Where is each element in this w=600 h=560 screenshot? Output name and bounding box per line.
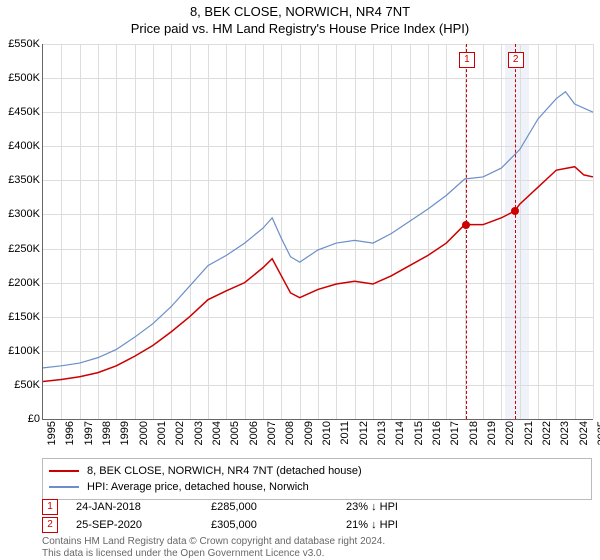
xtick-label: 1998: [101, 421, 113, 445]
marker-box: 1: [459, 52, 475, 68]
table-cell-price: £285,000: [211, 501, 346, 513]
table-marker: 1: [42, 499, 58, 515]
xtick-label: 2009: [303, 421, 315, 445]
xtick-label: 2003: [193, 421, 205, 445]
xtick-label: 1999: [119, 421, 131, 445]
xtick-label: 2016: [431, 421, 443, 445]
xtick-label: 2020: [504, 421, 516, 445]
legend: 8, BEK CLOSE, NORWICH, NR4 7NT (detached…: [42, 458, 592, 500]
xtick-label: 1997: [83, 421, 95, 445]
ytick-label: £50K: [2, 379, 40, 391]
legend-row: HPI: Average price, detached house, Norw…: [49, 479, 585, 495]
xtick-label: 2005: [229, 421, 241, 445]
footer: Contains HM Land Registry data © Crown c…: [42, 536, 385, 560]
table-cell-price: £305,000: [211, 519, 346, 531]
ytick-label: £450K: [2, 106, 40, 118]
xtick-label: 2004: [211, 421, 223, 445]
xtick-label: 2022: [541, 421, 553, 445]
xtick-label: 2008: [284, 421, 296, 445]
table-cell-pct: 23% ↓ HPI: [346, 501, 481, 513]
xtick-label: 2001: [156, 421, 168, 445]
xtick-label: 2021: [523, 421, 535, 445]
xtick-label: 2015: [413, 421, 425, 445]
title-sub: Price paid vs. HM Land Registry's House …: [0, 21, 600, 36]
chart-container: 8, BEK CLOSE, NORWICH, NR4 7NT Price pai…: [0, 0, 600, 560]
table-row: 1 24-JAN-2018£285,00023% ↓ HPI: [42, 498, 592, 516]
table-cell-date: 24-JAN-2018: [76, 501, 211, 513]
marker-dot: [511, 207, 519, 215]
xtick-label: 2007: [266, 421, 278, 445]
xtick-label: 2006: [248, 421, 260, 445]
legend-label: HPI: Average price, detached house, Norw…: [87, 481, 309, 493]
xtick-label: 2000: [138, 421, 150, 445]
legend-label: 8, BEK CLOSE, NORWICH, NR4 7NT (detached…: [87, 465, 362, 477]
ytick-label: £150K: [2, 311, 40, 323]
xtick-label: 1995: [46, 421, 58, 445]
ytick-label: £500K: [2, 72, 40, 84]
ytick-label: £550K: [2, 38, 40, 50]
marker-vline: [466, 44, 467, 419]
xtick-label: 2023: [559, 421, 571, 445]
ytick-label: £200K: [2, 277, 40, 289]
xtick-label: 2018: [468, 421, 480, 445]
ytick-label: £100K: [2, 345, 40, 357]
chart-plot-area: 12: [42, 44, 593, 420]
series-price_paid: [43, 167, 593, 382]
table-marker: 2: [42, 517, 58, 533]
marker-vline: [515, 44, 516, 419]
xtick-label: 2019: [486, 421, 498, 445]
title-block: 8, BEK CLOSE, NORWICH, NR4 7NT Price pai…: [0, 0, 600, 36]
xtick-label: 2017: [449, 421, 461, 445]
marker-box: 2: [508, 52, 524, 68]
xtick-label: 2024: [578, 421, 590, 445]
xtick-label: 2014: [394, 421, 406, 445]
marker-table: 1 24-JAN-2018£285,00023% ↓ HPI 2 25-SEP-202…: [42, 498, 592, 534]
xtick-label: 1996: [64, 421, 76, 445]
ytick-label: £350K: [2, 174, 40, 186]
xtick-label: 2012: [358, 421, 370, 445]
xtick-label: 2011: [339, 421, 351, 445]
table-cell-date: 25-SEP-2020: [76, 519, 211, 531]
xtick-label: 2025: [596, 421, 600, 445]
footer-line2: This data is licensed under the Open Gov…: [42, 548, 385, 560]
ytick-label: £400K: [2, 140, 40, 152]
table-row: 2 25-SEP-2020£305,00021% ↓ HPI: [42, 516, 592, 534]
xtick-label: 2010: [321, 421, 333, 445]
footer-line1: Contains HM Land Registry data © Crown c…: [42, 536, 385, 548]
chart-lines-svg: [43, 44, 593, 419]
xtick-label: 2013: [376, 421, 388, 445]
ytick-label: £0: [2, 413, 40, 425]
title-main: 8, BEK CLOSE, NORWICH, NR4 7NT: [0, 4, 600, 19]
series-hpi: [43, 92, 593, 368]
ytick-label: £250K: [2, 243, 40, 255]
legend-swatch: [49, 486, 79, 488]
xtick-label: 2002: [174, 421, 186, 445]
legend-row: 8, BEK CLOSE, NORWICH, NR4 7NT (detached…: [49, 463, 585, 479]
legend-swatch: [49, 470, 79, 472]
table-cell-pct: 21% ↓ HPI: [346, 519, 481, 531]
ytick-label: £300K: [2, 208, 40, 220]
gridline-v: [593, 44, 594, 419]
marker-dot: [462, 221, 470, 229]
